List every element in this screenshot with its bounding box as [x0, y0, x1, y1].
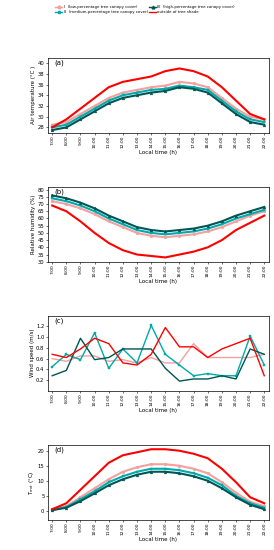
Text: (c): (c) — [55, 318, 64, 324]
Y-axis label: Wind speed (m/s): Wind speed (m/s) — [30, 329, 35, 377]
Y-axis label: Air temperature (°C ): Air temperature (°C ) — [31, 66, 36, 124]
Text: (b): (b) — [55, 189, 64, 195]
Text: (d): (d) — [55, 447, 64, 454]
Y-axis label: T$_{mrt}$ (°C): T$_{mrt}$ (°C) — [27, 470, 36, 494]
Y-axis label: Relative humidity (%): Relative humidity (%) — [31, 195, 36, 254]
X-axis label: Local time (h): Local time (h) — [139, 408, 177, 412]
X-axis label: Local time (h): Local time (h) — [139, 278, 177, 284]
Legend: I  (low-percentage tree canopy cover), II  (medium-percentage tree canopy cover): I (low-percentage tree canopy cover), II… — [55, 5, 235, 15]
Text: (a): (a) — [55, 60, 64, 67]
X-axis label: Local time (h): Local time (h) — [139, 150, 177, 155]
X-axis label: Local time (h): Local time (h) — [139, 537, 177, 542]
